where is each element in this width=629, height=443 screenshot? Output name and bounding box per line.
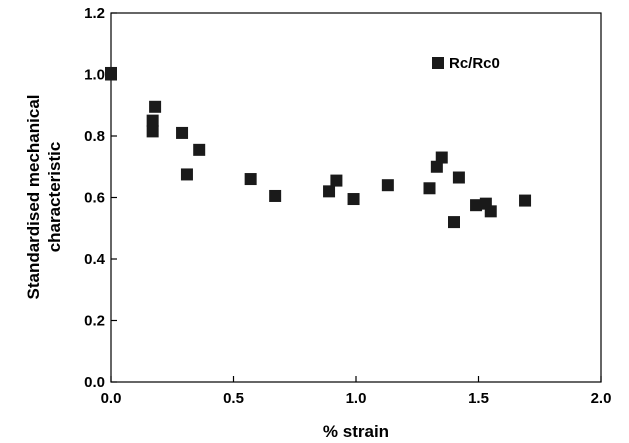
x-axis-ticks: 0.0 0.5 1.0 1.5 2.0 xyxy=(101,376,612,407)
data-point xyxy=(244,173,257,186)
y-tick-label: 0.6 xyxy=(84,190,105,207)
x-tick-label: 2.0 xyxy=(591,390,612,407)
legend: Rc/Rc0 xyxy=(432,55,500,72)
x-tick-label: 1.5 xyxy=(468,390,489,407)
data-point xyxy=(180,168,193,181)
data-point xyxy=(105,66,117,79)
data-point xyxy=(430,160,443,173)
y-tick-label: 1.0 xyxy=(84,67,105,84)
y-tick-label: 0.0 xyxy=(84,374,105,391)
y-axis-ticks: 0.0 0.2 0.4 0.6 0.8 1.0 1.2 xyxy=(84,5,117,391)
data-point xyxy=(176,126,189,139)
data-point xyxy=(435,151,448,164)
legend-marker-rc-rc0 xyxy=(432,57,444,69)
y-tick-label: 0.4 xyxy=(84,251,106,268)
data-point xyxy=(381,179,394,192)
y-axis-title-line2: characteristic xyxy=(45,142,64,253)
y-tick-label: 0.8 xyxy=(84,128,105,145)
data-point xyxy=(149,100,162,113)
data-point xyxy=(146,125,159,138)
data-point xyxy=(519,194,532,207)
data-point xyxy=(448,216,460,229)
y-tick-label: 0.2 xyxy=(84,313,105,330)
data-point xyxy=(269,189,282,202)
legend-label-rc-rc0: Rc/Rc0 xyxy=(449,55,500,72)
data-point xyxy=(347,193,360,206)
y-axis-title-line1: Standardised mechanical xyxy=(24,94,43,299)
x-tick-label: 0.5 xyxy=(223,390,244,407)
data-point xyxy=(423,182,436,195)
data-point xyxy=(323,185,336,198)
y-tick-label: 1.2 xyxy=(84,5,105,22)
data-point xyxy=(193,143,206,156)
data-point xyxy=(484,205,497,218)
x-tick-label: 1.0 xyxy=(346,390,367,407)
data-point xyxy=(330,174,343,187)
data-point xyxy=(146,114,159,127)
x-axis-title: % strain xyxy=(323,422,389,441)
data-point xyxy=(470,199,483,212)
data-points xyxy=(105,66,532,229)
data-point xyxy=(452,171,465,184)
x-tick-label: 0.0 xyxy=(101,390,122,407)
